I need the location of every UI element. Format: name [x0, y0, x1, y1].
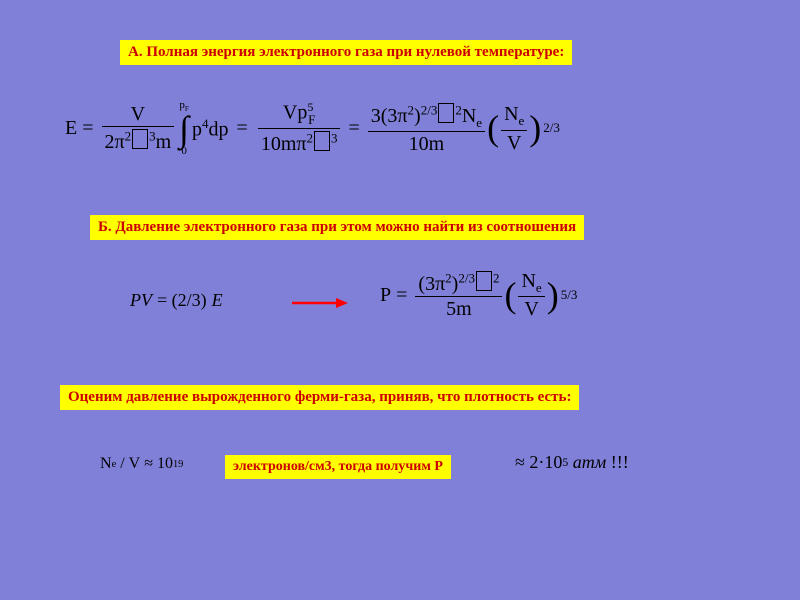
formula-a: E = V 2π23m pF ∫ 0 p4dp = Vp5F 10mπ23 = … [65, 100, 560, 157]
term2: Vp5F 10mπ23 [258, 101, 341, 155]
formula-b-rhs: P = (3π2)2/32 5m ( Ne V )5/3 [380, 270, 577, 320]
banner-b: Б. Давление электронного газа при этом м… [90, 215, 584, 240]
term1: V 2π23m [102, 103, 175, 153]
banner-c: Оценим давление вырожденного ферми-газа,… [60, 385, 579, 410]
banner-d: электронов/см3, тогда получим P [225, 455, 451, 479]
arrow-icon [290, 294, 350, 312]
rhs-factor: Ne V [518, 270, 544, 320]
term3-factor: Ne V [501, 103, 527, 153]
formula-b-lhs: PV= (2/3)E [130, 290, 223, 311]
integral: pF ∫ 0 [179, 100, 189, 157]
lhs: E = [65, 117, 94, 140]
integrand: p4dp [192, 116, 229, 142]
formula-density: Ne / V ≈ 1019 [100, 455, 183, 473]
banner-a: А. Полная энергия электронного газа при … [120, 40, 572, 65]
rhs-main: (3π2)2/32 5m [415, 270, 502, 320]
term3-main: 3(3π2)2/32Ne 10m [368, 102, 485, 155]
formula-result: ≈ 2·105 атм !!! [515, 452, 629, 473]
